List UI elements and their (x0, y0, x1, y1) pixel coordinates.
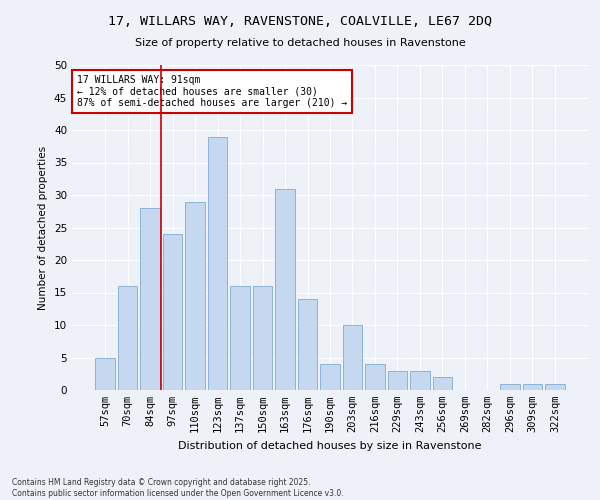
Bar (500, 384, 520, 390)
Bar (523, 384, 542, 390)
Bar (388, 370, 407, 390)
Bar (320, 364, 340, 390)
Text: Size of property relative to detached houses in Ravenstone: Size of property relative to detached ho… (134, 38, 466, 48)
Bar (163, 234, 182, 390)
Bar (185, 202, 205, 390)
X-axis label: Distribution of detached houses by size in Ravenstone: Distribution of detached houses by size … (178, 440, 482, 450)
Bar (298, 299, 317, 390)
Bar (208, 136, 227, 390)
Text: 17 WILLARS WAY: 91sqm
← 12% of detached houses are smaller (30)
87% of semi-deta: 17 WILLARS WAY: 91sqm ← 12% of detached … (77, 74, 347, 108)
Bar (140, 208, 160, 390)
Bar (253, 286, 272, 390)
Text: 17, WILLARS WAY, RAVENSTONE, COALVILLE, LE67 2DQ: 17, WILLARS WAY, RAVENSTONE, COALVILLE, … (108, 15, 492, 28)
Text: Contains HM Land Registry data © Crown copyright and database right 2025.
Contai: Contains HM Land Registry data © Crown c… (12, 478, 344, 498)
Bar (95, 358, 115, 390)
Bar (343, 325, 362, 390)
Bar (275, 188, 295, 390)
Bar (410, 370, 430, 390)
Bar (433, 377, 452, 390)
Bar (230, 286, 250, 390)
Y-axis label: Number of detached properties: Number of detached properties (38, 146, 49, 310)
Bar (118, 286, 137, 390)
Bar (365, 364, 385, 390)
Bar (545, 384, 565, 390)
